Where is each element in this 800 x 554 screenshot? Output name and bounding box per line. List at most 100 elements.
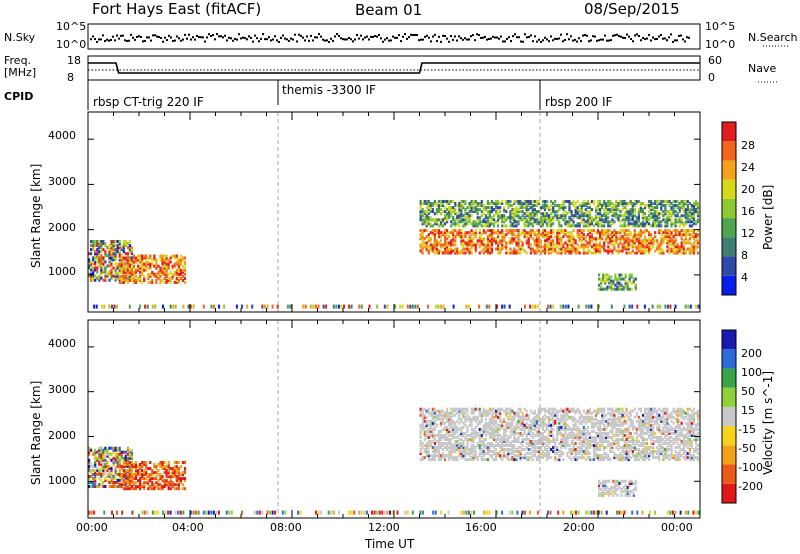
echo-cell — [126, 458, 129, 462]
echo-cell — [684, 212, 687, 216]
echo-cell — [468, 237, 471, 241]
noise-point — [564, 38, 566, 41]
echo-cell — [582, 251, 585, 255]
echo-cell — [617, 216, 620, 220]
echo-cell — [533, 200, 536, 203]
echo-cell — [505, 409, 508, 413]
echo-cell — [513, 417, 516, 421]
echo-cell — [439, 409, 443, 413]
echo-cell — [112, 458, 115, 462]
echo-cell — [472, 435, 475, 439]
echo-cell — [419, 233, 422, 237]
echo-cell — [165, 278, 168, 282]
echo-cell — [100, 268, 103, 272]
echo-cell — [599, 216, 602, 220]
echo-cell — [529, 429, 532, 433]
noise-point — [684, 40, 686, 43]
echo-cell — [692, 222, 696, 226]
echo-cell — [167, 260, 170, 264]
echo-cell — [427, 456, 430, 460]
echo-cell — [548, 251, 551, 255]
echo-cell — [153, 465, 156, 469]
echo-cell — [515, 438, 518, 441]
echo-cell — [674, 249, 677, 253]
echo-cell — [592, 251, 596, 255]
echo-cell — [586, 200, 589, 203]
echo-cell — [128, 244, 131, 248]
echo-cell — [444, 421, 447, 425]
echo-cell — [145, 262, 148, 266]
echo-cell — [468, 216, 471, 220]
echo-cell — [672, 204, 675, 207]
echo-cell — [433, 419, 436, 423]
echo-cell — [582, 229, 585, 233]
velocity-cb-tick-m200: -200 — [738, 480, 763, 493]
echo-cell — [470, 239, 473, 243]
echo-cell — [511, 210, 514, 214]
echo-cell — [533, 419, 536, 423]
echo-cell — [533, 417, 536, 421]
echo-cell — [100, 260, 103, 264]
echo-cell — [499, 438, 502, 441]
echo-cell — [462, 204, 465, 207]
noise-point — [304, 39, 306, 42]
echo-cell — [568, 249, 571, 253]
echo-cell — [586, 214, 589, 218]
echo-cell — [599, 237, 602, 241]
echo-cell — [433, 433, 436, 437]
echo-cell — [692, 229, 696, 233]
echo-cell — [572, 220, 575, 224]
echo-cell — [488, 206, 492, 210]
echo-cell — [464, 218, 467, 222]
echo-cell — [592, 237, 596, 241]
echo-cell — [620, 277, 623, 281]
echo-cell — [670, 212, 673, 216]
echo-cell — [556, 233, 559, 237]
echo-cell — [590, 220, 594, 224]
echo-cell — [658, 231, 661, 235]
echo-cell — [629, 214, 632, 218]
echo-cell — [523, 229, 526, 233]
echo-cell — [100, 462, 103, 466]
echo-cell — [692, 249, 696, 253]
echo-cell — [431, 411, 434, 415]
echo-cell — [634, 283, 637, 287]
echo-cell — [611, 214, 614, 218]
echo-cell — [110, 264, 113, 268]
echo-cell — [605, 212, 608, 216]
echo-cell — [437, 450, 441, 453]
echo-cell — [643, 212, 647, 216]
echo-cell — [554, 442, 557, 445]
echo-cell — [437, 442, 441, 445]
echo-cell — [126, 278, 129, 282]
echo-cell — [564, 440, 567, 443]
echo-cell — [664, 204, 667, 207]
echo-cell — [541, 415, 545, 419]
echo-cell — [529, 200, 532, 203]
echo-cell — [431, 415, 434, 419]
echo-cell — [480, 448, 483, 451]
echo-cell — [102, 258, 105, 262]
echo-cell — [635, 247, 638, 251]
echo-cell — [141, 475, 144, 479]
echo-cell — [488, 419, 492, 423]
echo-cell — [429, 224, 432, 228]
echo-cell — [511, 241, 514, 245]
echo-cell — [608, 275, 611, 279]
echo-cell — [501, 231, 504, 235]
near-range-cell — [501, 304, 504, 309]
echo-cell — [495, 247, 498, 251]
noise-point — [486, 38, 488, 41]
echo-cell — [177, 483, 180, 487]
echo-cell — [497, 433, 500, 437]
echo-cell — [682, 214, 685, 218]
echo-cell — [564, 409, 567, 413]
echo-cell — [617, 231, 620, 235]
noise-point — [366, 35, 368, 38]
echo-cell — [132, 280, 136, 284]
echo-cell — [688, 233, 691, 237]
echo-cell — [462, 413, 465, 417]
echo-cell — [499, 411, 502, 415]
echo-cell — [674, 200, 677, 203]
echo-cell — [570, 214, 573, 218]
